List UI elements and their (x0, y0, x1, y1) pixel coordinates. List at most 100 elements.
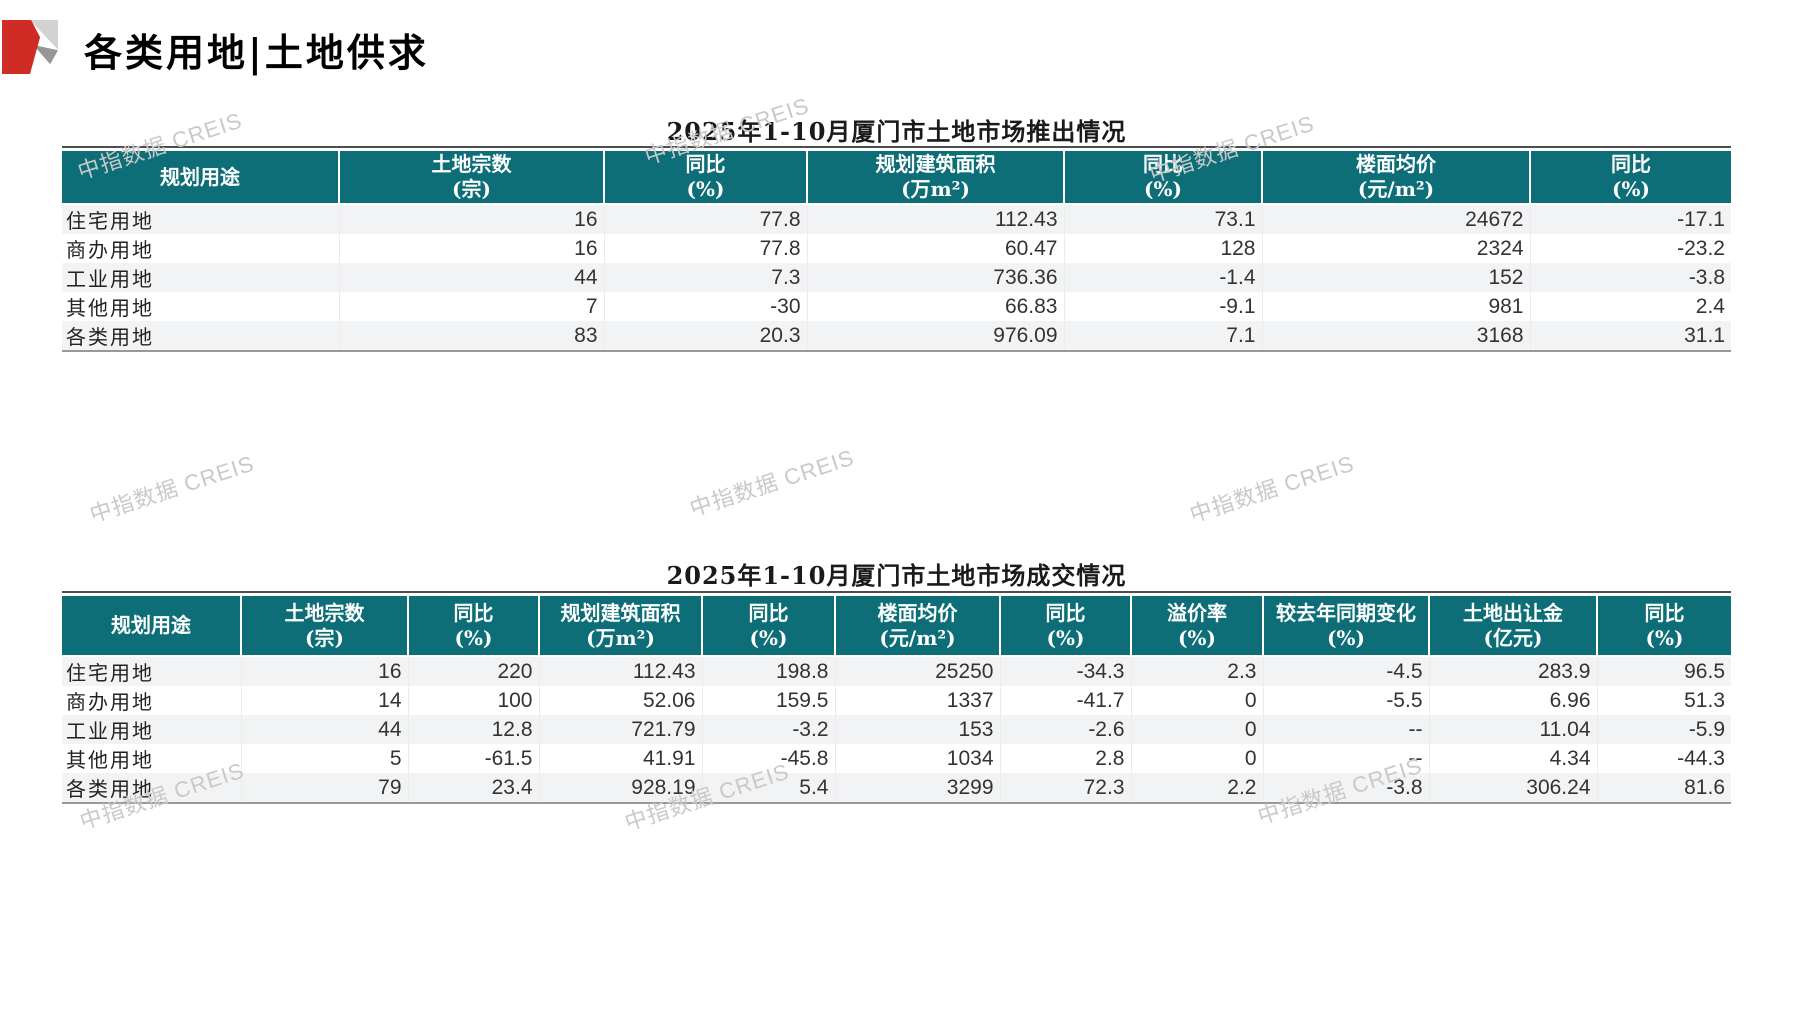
table-cell: 16 (338, 204, 604, 234)
row-label: 工业用地 (66, 719, 154, 743)
table-cell: 2.3 (1130, 656, 1263, 686)
table-cell: 77.8 (603, 204, 807, 234)
table-cell: 112.43 (538, 656, 702, 686)
row-label: 其他用地 (66, 296, 154, 320)
table-cell: 2324 (1261, 234, 1530, 263)
row-label: 住宅用地 (66, 209, 154, 233)
header-cell: 土地宗数 (宗) (240, 596, 408, 657)
table-cell: 73.1 (1063, 204, 1262, 234)
table-cell: 14 (240, 686, 408, 715)
table-cell: -4.5 (1262, 656, 1429, 686)
row-label: 商办用地 (66, 238, 154, 262)
header-row: 规划用途 土地宗数 (宗) 同比 (%) 规划建筑面积 (万m²) 同比 (%) 楼面均… (62, 151, 1731, 205)
table-cell: 16 (240, 656, 408, 686)
table-cell: 736.36 (806, 263, 1064, 292)
table-cell: 128 (1063, 234, 1262, 263)
table-cell: 220 (407, 656, 539, 686)
row-label: 各类用地 (66, 325, 154, 349)
table-cell: -9.1 (1063, 292, 1262, 321)
transaction-table-section: 规划用途 土地宗数 (宗) 同比 (%) 规划建筑面积 (万m²) 同比 (%) 楼面均… (62, 591, 1731, 804)
header-cell: 土地出让金 (亿元) (1428, 596, 1597, 657)
table-row: 其他用地 5 -61.5 41.91 -45.8 1034 2.8 0 -- 4… (62, 744, 1731, 773)
table-cell: -17.1 (1529, 204, 1731, 234)
table-cell: -2.6 (999, 715, 1131, 744)
table-cell: -34.3 (999, 656, 1131, 686)
header-row: 规划用途 土地宗数 (宗) 同比 (%) 规划建筑面积 (万m²) 同比 (%) 楼面均… (62, 596, 1731, 657)
table-row: 住宅用地 16 77.8 112.43 73.1 24672 -17.1 (62, 204, 1731, 234)
table-cell: 6.96 (1428, 686, 1597, 715)
table-row: 住宅用地 16 220 112.43 198.8 25250 -34.3 2.3… (62, 656, 1731, 686)
table-cell: 16 (338, 234, 604, 263)
table-cell: 4.34 (1428, 744, 1597, 773)
supply-table: 规划用途 土地宗数 (宗) 同比 (%) 规划建筑面积 (万m²) 同比 (%) 楼面均… (62, 151, 1731, 352)
table-cell: 5.4 (701, 773, 835, 803)
header-cell: 较去年同期变化 (%) (1262, 596, 1429, 657)
table-cell: 721.79 (538, 715, 702, 744)
table-cell: 7 (338, 292, 604, 321)
table-cell: 3299 (834, 773, 1000, 803)
table-cell: -5.5 (1262, 686, 1429, 715)
table-cell: 100 (407, 686, 539, 715)
table-cell: 25250 (834, 656, 1000, 686)
table-cell: 5 (240, 744, 408, 773)
watermark: 中指数据 CREIS (1186, 450, 1358, 528)
table-cell: -23.2 (1529, 234, 1731, 263)
table-cell: 44 (338, 263, 604, 292)
table-cell: 0 (1130, 715, 1263, 744)
table-cell: -3.2 (701, 715, 835, 744)
transaction-table: 规划用途 土地宗数 (宗) 同比 (%) 规划建筑面积 (万m²) 同比 (%) 楼面均… (62, 596, 1731, 804)
table-cell: 1034 (834, 744, 1000, 773)
header-cell: 楼面均价 (元/m²) (1261, 151, 1530, 205)
table-cell: 2.2 (1130, 773, 1263, 803)
table-cell: 928.19 (538, 773, 702, 803)
transaction-table-title: 2025年1-10月厦门市土地市场成交情况 (666, 561, 1127, 590)
table-cell: 153 (834, 715, 1000, 744)
table-cell: 41.91 (538, 744, 702, 773)
table-cell: -3.8 (1529, 263, 1731, 292)
table-cell: 1337 (834, 686, 1000, 715)
header-cell: 同比 (%) (999, 596, 1131, 657)
header-cell: 同比 (%) (1063, 151, 1262, 205)
header-cell: 同比 (%) (701, 596, 835, 657)
table-cell: 12.8 (407, 715, 539, 744)
table-cell: -1.4 (1063, 263, 1262, 292)
table-cell: 51.3 (1596, 686, 1731, 715)
table-cell: 66.83 (806, 292, 1064, 321)
creis-logo (2, 20, 58, 74)
table-cell: -61.5 (407, 744, 539, 773)
header-cell: 同比 (%) (407, 596, 539, 657)
table-cell: -44.3 (1596, 744, 1731, 773)
table-cell: 152 (1261, 263, 1530, 292)
table-cell: 981 (1261, 292, 1530, 321)
table-cell: 11.04 (1428, 715, 1597, 744)
header-cell: 同比 (%) (1529, 151, 1731, 205)
table-row: 各类用地 83 20.3 976.09 7.1 3168 31.1 (62, 321, 1731, 351)
header-cell: 规划建筑面积 (万m²) (538, 596, 702, 657)
table-cell: 83 (338, 321, 604, 351)
header-cell: 土地宗数 (宗) (338, 151, 604, 205)
table-top-rule (62, 591, 1731, 593)
supply-table-title: 2025年1-10月厦门市土地市场推出情况 (666, 117, 1127, 146)
table-row: 商办用地 16 77.8 60.47 128 2324 -23.2 (62, 234, 1731, 263)
table-cell: -3.8 (1262, 773, 1429, 803)
table-cell: 283.9 (1428, 656, 1597, 686)
table-cell: 0 (1130, 686, 1263, 715)
table-cell: 7.1 (1063, 321, 1262, 351)
header-cell: 规划建筑面积 (万m²) (806, 151, 1064, 205)
table-cell: -- (1262, 744, 1429, 773)
header-cell: 楼面均价 (元/m²) (834, 596, 1000, 657)
table-cell: 159.5 (701, 686, 835, 715)
table-top-rule (62, 146, 1731, 148)
row-label: 其他用地 (66, 748, 154, 772)
watermark: 中指数据 CREIS (686, 444, 858, 522)
table-cell: -41.7 (999, 686, 1131, 715)
table-cell: 2.8 (999, 744, 1131, 773)
table-row: 工业用地 44 7.3 736.36 -1.4 152 -3.8 (62, 263, 1731, 292)
table-cell: 0 (1130, 744, 1263, 773)
row-label: 各类用地 (66, 777, 154, 801)
row-label: 工业用地 (66, 267, 154, 291)
table-cell: -45.8 (701, 744, 835, 773)
header-cell: 规划用途 (62, 596, 241, 657)
table-row: 工业用地 44 12.8 721.79 -3.2 153 -2.6 0 -- 1… (62, 715, 1731, 744)
